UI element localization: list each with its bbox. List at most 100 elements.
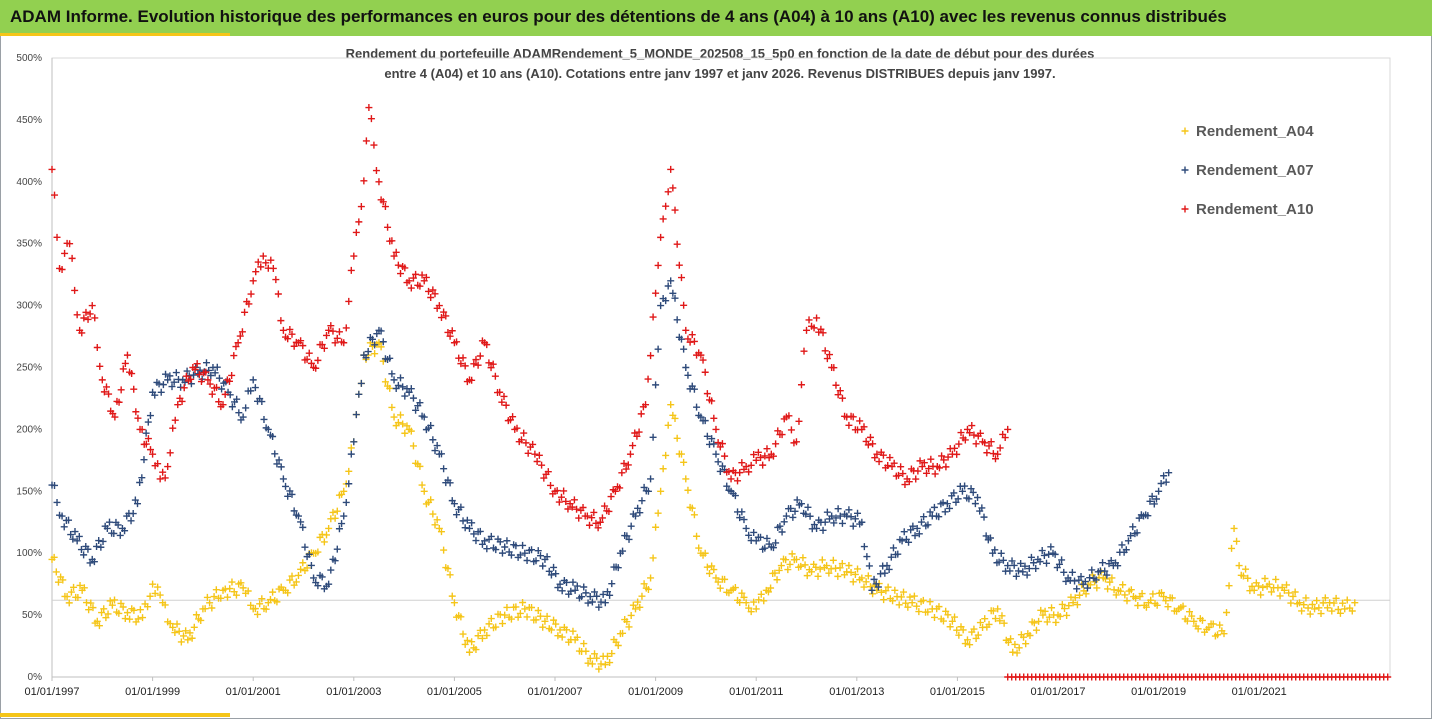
- data-point: [288, 330, 296, 338]
- data-point: [69, 535, 77, 543]
- data-point: [427, 293, 435, 301]
- data-point: [461, 362, 469, 370]
- data-point: [866, 583, 874, 591]
- x-tick-label: 01/01/2007: [527, 686, 582, 698]
- data-point: [288, 572, 296, 580]
- data-point: [860, 583, 868, 591]
- data-point: [1071, 577, 1079, 585]
- data-point: [649, 554, 657, 562]
- data-point: [697, 413, 705, 421]
- data-point: [234, 339, 242, 347]
- data-point: [1155, 487, 1163, 495]
- data-point: [667, 277, 675, 285]
- data-point: [98, 609, 106, 617]
- data-point: [618, 469, 626, 477]
- data-point: [808, 568, 816, 576]
- data-point: [747, 461, 755, 469]
- data-point: [266, 596, 274, 604]
- data-point: [345, 297, 353, 305]
- data-point: [1304, 604, 1312, 612]
- data-point: [503, 603, 511, 611]
- data-point: [66, 240, 74, 248]
- data-point: [875, 458, 883, 466]
- data-point: [1123, 597, 1131, 605]
- data-point: [1339, 599, 1347, 607]
- data-point: [249, 277, 257, 285]
- data-point: [677, 335, 685, 343]
- data-point: [76, 581, 84, 589]
- data-point: [286, 576, 294, 584]
- data-point: [755, 596, 763, 604]
- data-point: [241, 308, 249, 316]
- data-point: [529, 440, 537, 448]
- data-point: [873, 450, 881, 458]
- data-point: [568, 503, 576, 511]
- data-point: [1233, 537, 1241, 545]
- data-point: [1058, 600, 1066, 608]
- data-point: [513, 424, 521, 432]
- data-point: [1062, 577, 1070, 585]
- data-point: [232, 343, 240, 351]
- data-point: [322, 331, 330, 339]
- data-point: [1004, 562, 1012, 570]
- data-point: [136, 606, 144, 614]
- data-point: [925, 465, 933, 473]
- data-point: [386, 354, 394, 362]
- data-point: [935, 513, 943, 521]
- data-point: [463, 516, 471, 524]
- data-point: [863, 553, 871, 561]
- data-point: [813, 524, 821, 532]
- data-point: [425, 287, 433, 295]
- data-point: [221, 390, 229, 398]
- data-point: [567, 587, 575, 595]
- data-point: [924, 521, 932, 529]
- data-point: [769, 452, 777, 460]
- data-point: [640, 580, 648, 588]
- data-point: [218, 385, 226, 393]
- data-point: [416, 399, 424, 407]
- data-point: [801, 561, 809, 569]
- data-point: [111, 596, 119, 604]
- data-point: [489, 360, 497, 368]
- data-point: [409, 442, 417, 450]
- data-point: [769, 544, 777, 552]
- data-point: [545, 567, 553, 575]
- data-point: [521, 605, 529, 613]
- data-point: [623, 532, 631, 540]
- data-point: [457, 360, 465, 368]
- data-point: [115, 609, 123, 617]
- data-point: [819, 526, 827, 534]
- data-point: [1068, 568, 1076, 576]
- data-point: [806, 512, 814, 520]
- data-point: [627, 611, 635, 619]
- data-point: [595, 603, 603, 611]
- data-point: [560, 487, 568, 495]
- data-point: [904, 603, 912, 611]
- data-point: [433, 516, 441, 524]
- data-point: [927, 455, 935, 463]
- data-point: [397, 270, 405, 278]
- data-point: [858, 574, 866, 582]
- data-point: [371, 341, 379, 349]
- data-point: [318, 573, 326, 581]
- data-point: [1280, 586, 1288, 594]
- data-point: [485, 620, 493, 628]
- data-point: [939, 499, 947, 507]
- data-point: [834, 391, 842, 399]
- data-point: [802, 510, 810, 518]
- data-point: [262, 259, 270, 267]
- data-point: [864, 441, 872, 449]
- data-point: [516, 609, 524, 617]
- data-point: [345, 480, 353, 488]
- data-point: [757, 453, 765, 461]
- data-point: [299, 559, 307, 567]
- y-tick-label: 0%: [28, 672, 43, 683]
- data-point: [144, 418, 152, 426]
- data-point: [569, 627, 577, 635]
- data-point: [213, 383, 221, 391]
- data-point: [256, 600, 264, 608]
- data-point: [738, 459, 746, 467]
- data-point: [659, 215, 667, 223]
- data-point: [364, 348, 372, 356]
- data-point: [210, 593, 218, 601]
